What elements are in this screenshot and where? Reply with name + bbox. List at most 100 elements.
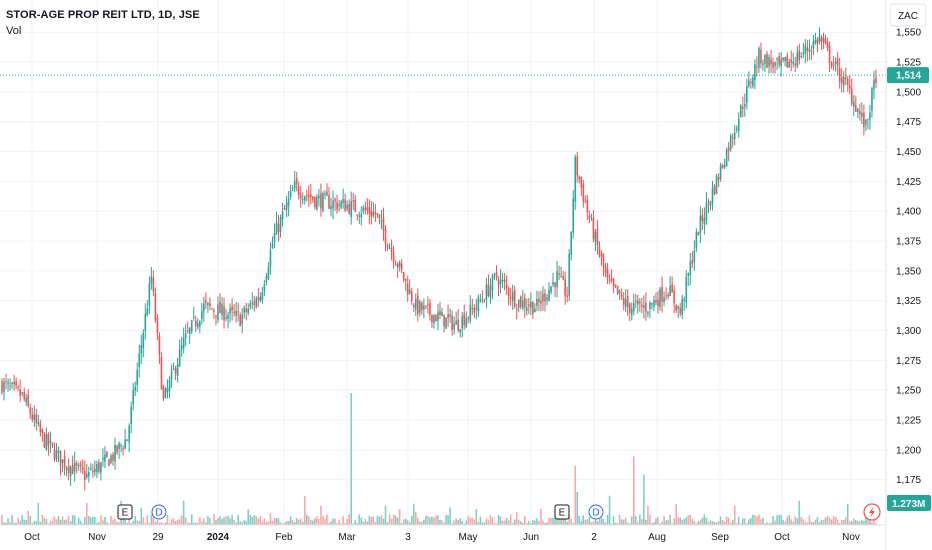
candle-body xyxy=(697,232,700,236)
candle-body xyxy=(778,55,780,65)
volume-bar xyxy=(798,500,801,525)
volume-bar xyxy=(754,515,756,525)
candle-body xyxy=(725,149,728,166)
volume-bar xyxy=(800,516,803,525)
volume-bar xyxy=(576,492,579,525)
candle-body xyxy=(517,299,520,308)
volume-bar xyxy=(269,513,272,525)
candle-body xyxy=(98,462,100,472)
volume-bar xyxy=(622,519,625,525)
candle-body xyxy=(25,397,28,403)
volume-bar xyxy=(592,521,595,525)
currency-label: ZAC xyxy=(898,11,918,22)
volume-bar xyxy=(649,515,651,525)
volume-bar xyxy=(834,516,837,525)
volume-bar xyxy=(142,517,145,525)
candle-body xyxy=(715,175,718,195)
candle-body xyxy=(493,274,496,276)
y-tick-label: 1,275 xyxy=(896,356,921,367)
volume-bar xyxy=(695,523,698,525)
volume-bar xyxy=(168,522,171,525)
candle-body xyxy=(122,448,124,450)
volume-bar xyxy=(45,519,48,525)
candle-body xyxy=(380,220,383,222)
candle-body xyxy=(396,263,399,268)
candle-body xyxy=(752,77,754,87)
candle-body xyxy=(784,57,786,62)
volume-bar xyxy=(641,518,643,525)
volume-bar xyxy=(277,518,280,525)
x-tick-label: Aug xyxy=(648,532,666,543)
candle-body xyxy=(566,295,568,297)
x-tick-label: May xyxy=(459,532,478,543)
candle-body xyxy=(485,284,488,300)
candle-body xyxy=(840,77,843,83)
candle-body xyxy=(776,58,778,60)
volume-bar xyxy=(370,517,373,525)
candle-body xyxy=(604,266,607,273)
volume-bar xyxy=(112,519,114,525)
volume-bar xyxy=(98,522,100,525)
volume-bar xyxy=(201,521,203,525)
volume-bar xyxy=(796,518,799,525)
candle-body xyxy=(509,297,512,299)
candle-body xyxy=(255,298,258,308)
candle-body xyxy=(156,318,159,333)
candle-body xyxy=(469,304,472,321)
volume-bar xyxy=(467,516,470,525)
volume-bar xyxy=(261,521,264,525)
candle-body xyxy=(580,177,583,188)
volume-bar xyxy=(459,518,461,525)
volume-bar xyxy=(554,518,556,525)
volume-bar xyxy=(814,519,817,525)
currency-badge xyxy=(889,3,927,27)
candle-body xyxy=(67,466,70,473)
candle-body xyxy=(519,296,522,307)
candle-body xyxy=(689,261,692,275)
candle-body xyxy=(140,344,143,354)
candle-body xyxy=(635,301,637,303)
candle-body xyxy=(271,243,274,248)
candle-body xyxy=(352,200,355,202)
volume-bar xyxy=(705,517,708,525)
volume-bar xyxy=(330,521,332,525)
candle-body xyxy=(77,464,80,467)
candle-body xyxy=(412,304,415,307)
candle-body xyxy=(392,251,395,262)
lightning-icon[interactable] xyxy=(863,503,881,521)
candle-body xyxy=(606,269,609,278)
candle-body xyxy=(855,104,857,112)
volume-bar xyxy=(223,517,225,525)
volume-bar xyxy=(73,515,76,525)
candle-body xyxy=(441,311,443,316)
candle-body xyxy=(71,465,74,474)
volume-bar xyxy=(378,516,381,525)
candle-body xyxy=(162,386,165,399)
candle-body xyxy=(582,184,585,202)
volume-bar xyxy=(643,474,645,525)
volume-bar xyxy=(83,516,86,525)
candle-body xyxy=(433,315,435,324)
volume-bar xyxy=(388,514,391,525)
volume-bar xyxy=(27,510,30,525)
volume-bar xyxy=(75,523,78,525)
volume-bar xyxy=(552,517,554,525)
candle-body xyxy=(194,320,197,327)
candle-body xyxy=(758,48,760,68)
candle-body xyxy=(116,445,118,453)
candle-body xyxy=(273,232,276,243)
candle-body xyxy=(812,41,815,49)
volume-bar xyxy=(360,517,363,525)
volume-bar xyxy=(610,523,613,525)
candle-body xyxy=(786,55,788,68)
candle-body xyxy=(639,301,641,304)
candle-body xyxy=(7,382,9,385)
volume-bar xyxy=(96,522,98,525)
volume-bar xyxy=(69,521,72,525)
volume-bar xyxy=(780,514,782,525)
candle-body xyxy=(259,296,262,301)
candle-body xyxy=(45,434,48,450)
candle-body xyxy=(81,467,84,470)
